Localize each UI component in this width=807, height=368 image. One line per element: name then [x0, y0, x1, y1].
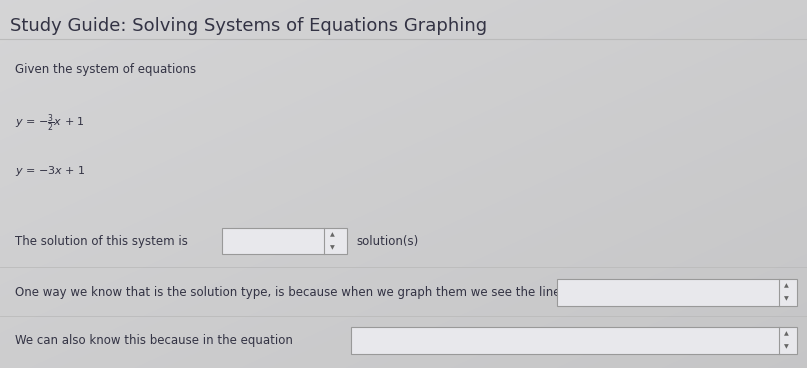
Text: One way we know that is the solution type, is because when we graph them we see : One way we know that is the solution typ… [15, 286, 567, 299]
Text: The solution of this system is: The solution of this system is [15, 234, 187, 248]
Text: ▼: ▼ [330, 245, 335, 250]
FancyBboxPatch shape [222, 228, 347, 254]
Text: Given the system of equations: Given the system of equations [15, 63, 195, 77]
FancyBboxPatch shape [557, 279, 797, 306]
Text: solution(s): solution(s) [357, 234, 419, 248]
FancyBboxPatch shape [351, 327, 797, 354]
Text: ▼: ▼ [784, 297, 789, 302]
Text: ▲: ▲ [784, 331, 789, 336]
Text: $\it{y}$ = $-3$$\it{x}$ + 1: $\it{y}$ = $-3$$\it{x}$ + 1 [15, 164, 85, 178]
Text: ▲: ▲ [330, 232, 335, 237]
Text: $\it{y}$ = $-\frac{3}{2}$$\it{x}$ + 1: $\it{y}$ = $-\frac{3}{2}$$\it{x}$ + 1 [15, 113, 85, 134]
Text: Study Guide: Solving Systems of Equations Graphing: Study Guide: Solving Systems of Equation… [10, 17, 487, 35]
Text: We can also know this because in the equation: We can also know this because in the equ… [15, 334, 292, 347]
Text: ▲: ▲ [784, 283, 789, 289]
Text: ▼: ▼ [784, 344, 789, 350]
